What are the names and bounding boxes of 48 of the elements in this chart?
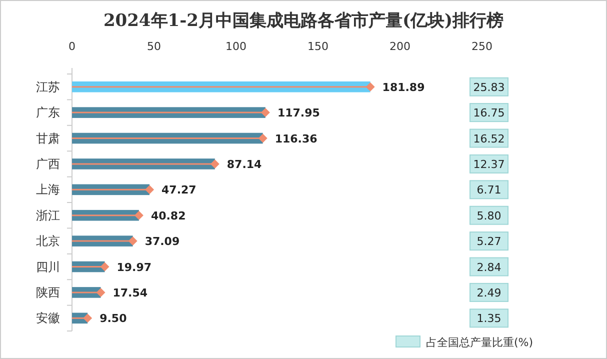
y-tick-label: 四川 [36,260,60,274]
data-label: 16.52 [473,132,505,146]
point [128,236,138,246]
data-label: 87.14 [226,158,262,171]
point [260,108,270,118]
legend-label: 占全国总产量比重(%) [426,336,534,349]
data-label: 16.75 [473,106,505,120]
data-label: 2.49 [476,286,502,300]
y-tick-label: 陕西 [36,285,60,300]
x-tick-label: 100 [226,40,246,53]
data-label: 5.80 [476,209,502,222]
data-label: 117.95 [277,106,320,120]
x-tick-label: 0 [68,40,76,53]
data-label: 47.27 [162,184,196,197]
y-tick-label: 浙江 [36,208,60,222]
data-label: 17.54 [112,286,148,300]
data-label: 1.35 [476,312,502,326]
y-tick-label: 广西 [36,156,60,171]
data-label: 6.71 [476,184,502,197]
data-label: 181.89 [382,80,425,94]
y-tick-label: 上海 [36,182,60,197]
point [258,134,268,143]
x-tick-label: 150 [308,40,328,53]
point [210,159,220,168]
y-tick-label: 甘肃 [36,131,60,146]
point [134,210,144,220]
chart-title: 2024年1-2月中国集成电路各省市产量(亿块)排行榜 [103,11,504,31]
point [145,185,154,194]
x-tick-label: 50 [147,40,161,53]
data-label: 19.97 [116,260,152,274]
y-tick-label: 江苏 [36,80,60,94]
point [83,314,92,323]
data-label: 37.09 [144,235,180,248]
y-tick-label: 北京 [36,234,60,248]
data-label: 116.36 [274,132,318,146]
data-label: 9.50 [100,312,128,326]
point [96,288,106,297]
data-label: 25.83 [473,80,505,94]
point [100,262,110,272]
data-label: 5.27 [476,235,502,248]
x-tick-label: 250 [472,40,492,53]
point [366,82,375,92]
y-tick-label: 广东 [36,106,60,120]
y-tick-label: 安徽 [36,311,60,326]
data-label: 12.37 [473,158,505,171]
x-tick-label: 200 [390,40,410,53]
data-label: 2.84 [476,260,502,274]
data-label: 40.82 [150,209,186,222]
